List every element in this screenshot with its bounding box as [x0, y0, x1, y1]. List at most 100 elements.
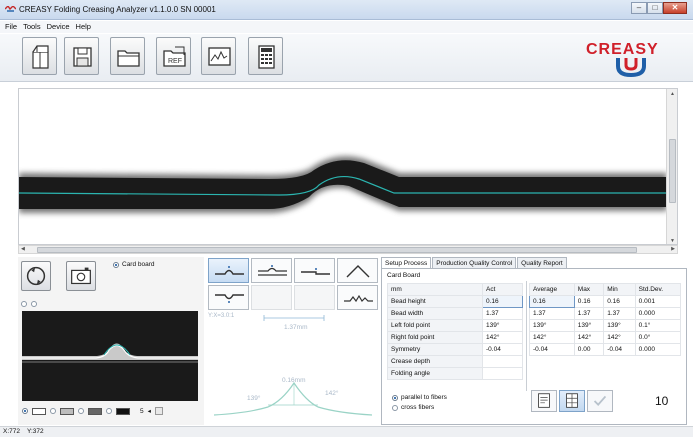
col-average: Average — [529, 283, 575, 296]
black-swatch — [116, 407, 130, 415]
stats-header: Average Max Min Std.Dev. — [529, 283, 682, 296]
menu-device[interactable]: Device — [46, 22, 70, 31]
scroll-up-icon[interactable]: ▲ — [670, 91, 675, 97]
width-label: 1.37mm — [284, 324, 308, 331]
stat-cell: 0.001 — [634, 295, 682, 308]
darkgrey-radio[interactable] — [78, 408, 84, 414]
maximize-button[interactable]: □ — [647, 2, 663, 14]
shape-bead-up-button[interactable] — [208, 258, 249, 283]
view-radio-2[interactable] — [31, 301, 37, 307]
row-label: Bead height — [387, 295, 483, 308]
tab-setup-process[interactable]: Setup Process — [381, 257, 432, 269]
svg-text:CREASY: CREASY — [586, 41, 659, 58]
scroll-left-icon[interactable]: ◀ — [21, 246, 25, 252]
open-button[interactable] — [110, 37, 145, 75]
title-bar: CREASY Folding Creasing Analyzer v1.1.0.… — [0, 0, 693, 20]
reference-button[interactable]: REF — [156, 37, 191, 75]
fold-angle-icon — [346, 265, 370, 278]
cross-fibers-radio[interactable] — [392, 404, 398, 411]
reference-folder-icon: REF — [163, 46, 186, 67]
calculator-icon — [258, 45, 275, 69]
shape-double-bead-button[interactable] — [251, 258, 292, 283]
scale-label: Y:X=3.0:1 — [208, 313, 235, 319]
camera-panel: Card board 5 ◂ ▸ — [18, 257, 218, 425]
scroll-down-icon[interactable]: ▼ — [670, 238, 675, 244]
refresh-button[interactable] — [21, 261, 51, 291]
row-label: Left fold point — [387, 319, 483, 332]
row-act-value[interactable]: -0.04 — [482, 343, 523, 356]
table-view-button[interactable] — [559, 390, 585, 412]
save-icon — [73, 47, 92, 67]
menu-tools[interactable]: Tools — [23, 22, 41, 31]
tab-quality-report[interactable]: Quality Report — [517, 257, 567, 269]
shape-bead-down-button[interactable] — [208, 285, 249, 310]
new-box-button[interactable] — [22, 37, 57, 75]
confirm-button[interactable] — [587, 390, 613, 412]
minimize-button[interactable]: – — [631, 2, 647, 14]
lightgrey-radio[interactable] — [50, 408, 56, 414]
stat-cell: -0.04 — [603, 343, 636, 356]
cardboard-radio[interactable] — [113, 261, 119, 268]
horizontal-scrollbar[interactable]: ◀ ▶ — [18, 245, 678, 254]
white-swatch — [32, 407, 46, 415]
save-button[interactable] — [64, 37, 99, 75]
row-act-value[interactable] — [482, 367, 523, 380]
calculator-button[interactable] — [248, 37, 283, 75]
table-row: Symmetry -0.04 — [387, 343, 523, 356]
scroll-right-icon[interactable]: ▶ — [671, 246, 675, 252]
creasy-logo: CREASY — [586, 41, 659, 78]
box-icon — [32, 45, 49, 69]
parallel-fibers-option[interactable]: parallel to fibers — [392, 394, 447, 401]
stat-cell: 1.37 — [529, 307, 575, 320]
camera-icon — [71, 267, 91, 285]
height-label: 0.16mm — [282, 377, 306, 384]
stat-cell: 139° — [573, 319, 605, 332]
vertical-scroll-thumb[interactable] — [669, 139, 676, 203]
panel-divider — [526, 281, 527, 391]
shape-step-button[interactable] — [294, 258, 335, 283]
graph-button[interactable] — [201, 37, 236, 75]
slider-left-icon[interactable]: ◂ — [147, 408, 151, 415]
camera-view[interactable] — [22, 311, 198, 401]
row-act-value[interactable]: 142° — [482, 331, 523, 344]
black-radio[interactable] — [106, 408, 112, 414]
shape-empty-button-2 — [294, 285, 335, 310]
refresh-icon — [26, 266, 46, 286]
stat-cell: 139° — [529, 319, 575, 332]
white-radio[interactable] — [22, 408, 28, 414]
cardboard-option[interactable]: Card board — [113, 261, 155, 268]
shape-panel: Y:X=3.0:1 1.37mm 0.16mm 139° 142° — [206, 257, 378, 425]
stat-cell: 1.37 — [603, 307, 636, 320]
menu-file[interactable]: File — [5, 22, 18, 31]
vertical-scrollbar[interactable]: ▲ ▼ — [666, 89, 677, 244]
tab-strip: Setup Process Production Quality Control… — [381, 257, 691, 269]
row-act-value[interactable]: 0.16 — [482, 295, 523, 308]
col-max: Max — [573, 283, 605, 296]
shape-fold-button[interactable] — [337, 258, 378, 283]
stats-row: 139° 139° 139° 0.1° — [529, 319, 682, 332]
row-label: Crease depth — [387, 355, 483, 368]
slider-thumb[interactable] — [154, 407, 163, 415]
tab-production-quality-control[interactable]: Production Quality Control — [432, 257, 517, 269]
close-button[interactable]: ✕ — [663, 2, 687, 14]
horizontal-scroll-thumb[interactable] — [37, 247, 637, 253]
shape-wave-button[interactable] — [337, 285, 378, 310]
capture-button[interactable] — [66, 261, 96, 291]
parallel-fibers-radio[interactable] — [392, 394, 398, 401]
table-row: Folding angle — [387, 367, 523, 380]
cross-fibers-option[interactable]: cross fibers — [392, 404, 434, 411]
statistics-table: Average Max Min Std.Dev. 0.16 0.16 0.16 0.0… — [529, 283, 682, 356]
darkgrey-swatch — [88, 407, 102, 415]
report-button[interactable] — [531, 390, 557, 412]
view-radio-1[interactable] — [21, 301, 27, 307]
stats-row: 0.16 0.16 0.16 0.001 — [529, 295, 682, 308]
row-act-value[interactable]: 1.37 — [482, 307, 523, 320]
menu-help[interactable]: Help — [75, 22, 91, 31]
row-act-value[interactable]: 139° — [482, 319, 523, 332]
ref-label: REF — [168, 58, 182, 65]
stat-cell: -0.04 — [529, 343, 575, 356]
row-act-value[interactable] — [482, 355, 523, 368]
stat-cell: 0.16 — [573, 295, 605, 308]
stats-row: -0.04 0.00 -0.04 0.000 — [529, 343, 682, 356]
profile-view[interactable]: ▲ ▼ — [18, 88, 678, 245]
